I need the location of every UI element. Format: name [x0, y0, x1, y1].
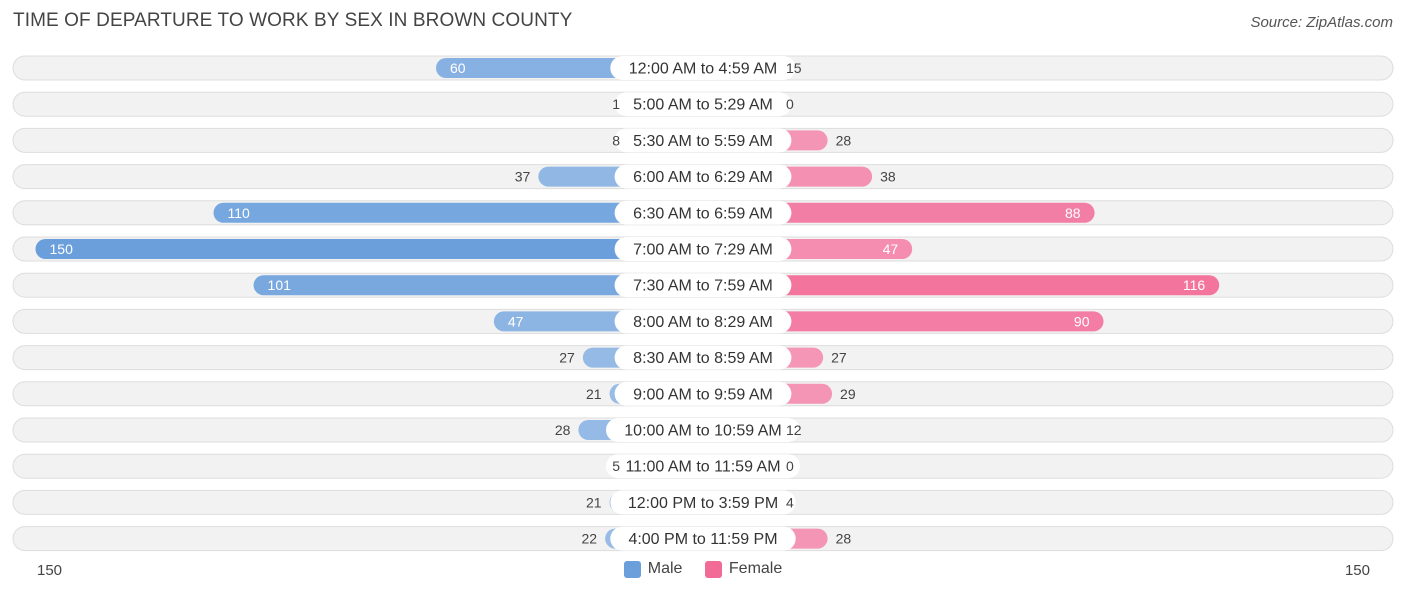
male-swatch-icon: [623, 560, 641, 578]
female-value-label: 47: [883, 241, 899, 257]
female-value-label: 38: [880, 169, 896, 185]
female-bar: [703, 202, 1095, 223]
male-value-label: 8: [612, 132, 620, 148]
male-value-label: 60: [450, 60, 466, 76]
category-pill: [614, 381, 792, 406]
category-pill: [606, 454, 800, 479]
female-value-label: 28: [836, 132, 852, 148]
male-value-label: 150: [50, 241, 74, 257]
category-pill: [610, 56, 796, 80]
category-pill: [614, 237, 792, 261]
category-pill: [614, 164, 792, 189]
female-value-label: 28: [836, 531, 852, 547]
category-label: 4:00 PM to 11:59 PM: [628, 531, 777, 548]
category-label: 8:30 AM to 8:59 AM: [633, 350, 773, 367]
category-pill: [614, 309, 792, 334]
chart-title: TIME OF DEPARTURE TO WORK BY SEX IN BROW…: [13, 10, 573, 31]
male-bar: [35, 239, 703, 259]
category-label: 10:00 AM to 10:59 AM: [624, 423, 781, 440]
category-pill: [606, 418, 800, 442]
category-label: 6:30 AM to 6:59 AM: [633, 205, 773, 222]
category-label: 8:00 AM to 8:29 AM: [633, 314, 773, 331]
female-value-label: 0: [786, 458, 794, 474]
male-value-label: 5: [612, 458, 620, 474]
male-value-label: 28: [555, 422, 571, 438]
female-value-label: 12: [786, 422, 802, 438]
category-label: 7:30 AM to 7:59 AM: [633, 278, 773, 295]
category-label: 9:00 AM to 9:59 AM: [633, 386, 773, 403]
axis-right-label: 150: [1344, 562, 1370, 579]
female-value-label: 29: [840, 386, 856, 402]
female-value-label: 4: [786, 494, 794, 510]
female-value-label: 90: [1074, 313, 1090, 329]
category-pill: [610, 490, 796, 515]
male-value-label: 21: [586, 494, 602, 510]
category-label: 6:00 AM to 6:29 AM: [633, 169, 773, 186]
category-pill: [614, 200, 792, 225]
category-label: 5:30 AM to 5:59 AM: [633, 133, 773, 150]
male-value-label: 47: [508, 313, 524, 329]
female-bar: [703, 311, 1104, 332]
male-bar: [213, 202, 703, 223]
legend: Male Female: [0, 560, 1406, 583]
female-value-label: 88: [1065, 205, 1081, 221]
axis-left-label: 150: [37, 562, 63, 579]
source-label: Source: ZipAtlas.com: [1250, 14, 1393, 31]
male-value-label: 37: [515, 169, 531, 185]
male-value-label: 27: [559, 350, 575, 366]
category-pill: [614, 273, 792, 298]
male-bar: [253, 275, 704, 296]
category-pill: [610, 526, 796, 551]
category-label: 12:00 AM to 4:59 AM: [629, 61, 778, 78]
female-swatch-icon: [704, 560, 722, 578]
category-label: 11:00 AM to 11:59 AM: [625, 459, 780, 476]
category-label: 7:00 AM to 7:29 AM: [633, 242, 773, 259]
male-value-label: 101: [268, 277, 292, 293]
category-pill: [614, 92, 792, 117]
female-bar: [703, 275, 1220, 296]
category-pill: [614, 128, 792, 153]
female-value-label: 0: [786, 96, 794, 112]
male-value-label: 110: [228, 205, 251, 221]
female-value-label: 15: [786, 60, 802, 76]
male-value-label: 22: [582, 531, 598, 547]
female-value-label: 116: [1183, 277, 1206, 293]
legend-item-female: Female: [704, 560, 783, 578]
legend-female-label: Female: [728, 560, 783, 577]
female-value-label: 27: [831, 350, 847, 366]
male-value-label: 21: [586, 386, 602, 402]
category-label: 5:00 AM to 5:29 AM: [633, 97, 773, 114]
legend-male-label: Male: [647, 560, 683, 577]
category-label: 12:00 PM to 3:59 PM: [628, 495, 778, 512]
category-pill: [614, 345, 792, 370]
legend-item-male: Male: [623, 560, 683, 578]
male-value-label: 1: [612, 96, 620, 112]
